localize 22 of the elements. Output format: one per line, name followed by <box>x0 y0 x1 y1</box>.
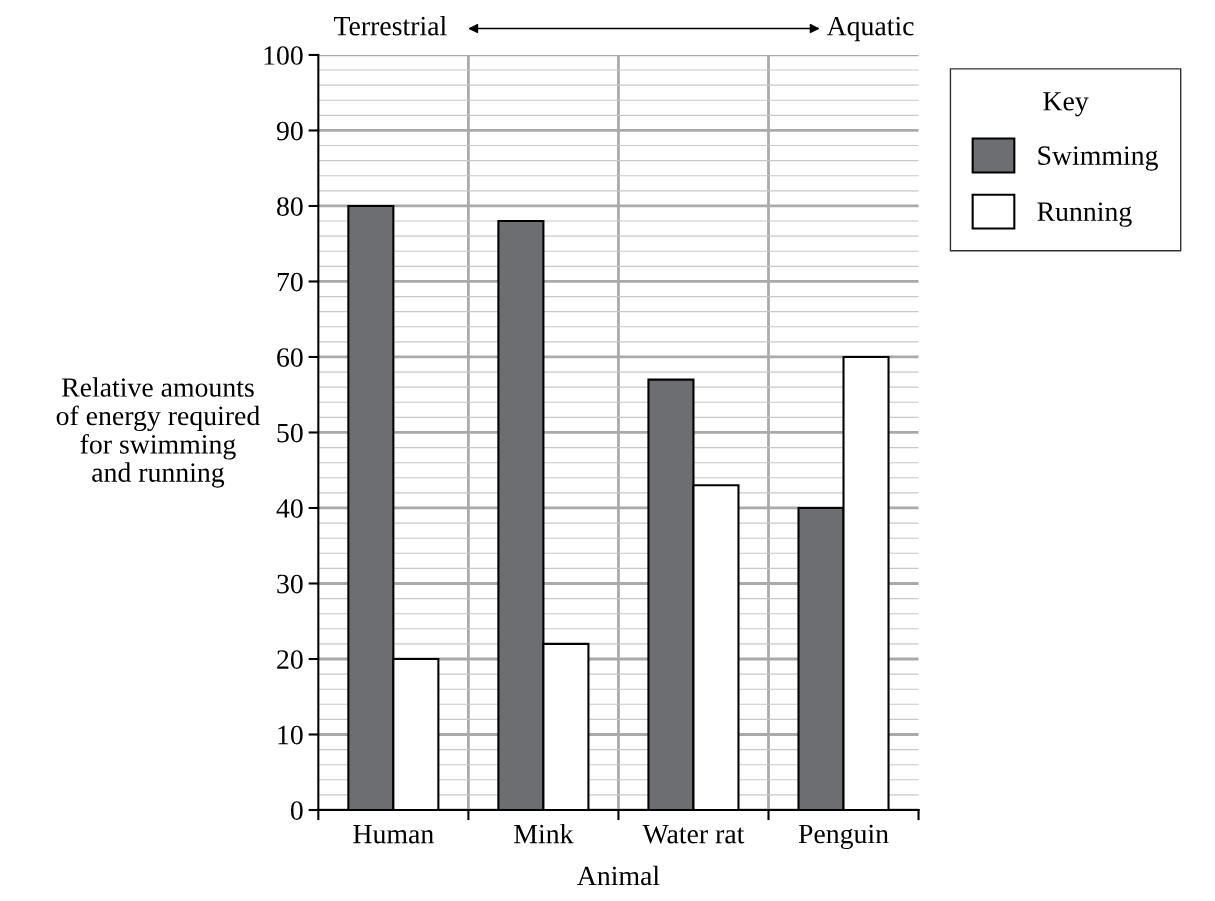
y-tick-label: 0 <box>290 801 303 820</box>
y-tick-label: 70 <box>277 272 303 292</box>
y-tick-label: 30 <box>277 574 303 594</box>
y-tick-label: 40 <box>276 499 303 518</box>
x-tick-label: Water rat <box>642 824 745 844</box>
x-tick-label: Mink <box>514 823 574 844</box>
y-tick-label: 60 <box>277 348 303 367</box>
y-axis-title: Relative amounts of energy required for swimming and running <box>56 377 260 488</box>
legend-label: Swimming <box>1038 146 1158 171</box>
y-tick-label: 80 <box>277 197 303 216</box>
x-tick-label: Penguin <box>798 824 889 850</box>
x-axis-title: Animal <box>577 865 660 886</box>
y-tick-label: 90 <box>276 121 303 141</box>
x-tick-label: Human <box>353 824 434 844</box>
text: Aquatic <box>826 16 914 42</box>
legend-title: Key <box>1043 92 1089 117</box>
y-tick-label: 10 <box>278 725 303 745</box>
y-tick-label: 20 <box>277 650 303 669</box>
y-tick-label: 50 <box>277 423 303 443</box>
text: Terrestrial <box>334 15 447 36</box>
y-tick-label: 100 <box>264 46 303 65</box>
legend-label: Running <box>1037 202 1132 227</box>
